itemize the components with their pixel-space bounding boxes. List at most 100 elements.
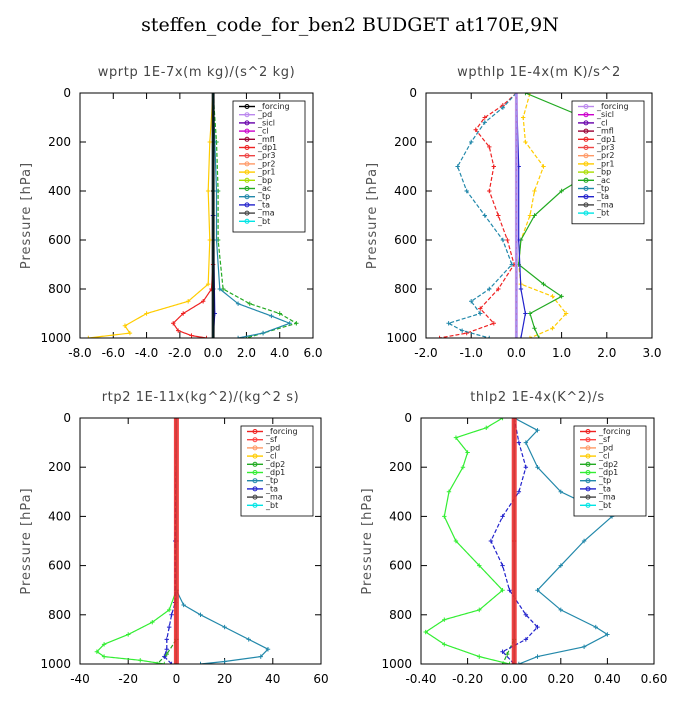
series-marker	[477, 654, 482, 659]
series-marker	[532, 326, 537, 331]
series-marker	[523, 139, 528, 145]
series-marker	[265, 647, 271, 652]
series-marker	[469, 139, 474, 145]
x-tick-label: -6.0	[102, 346, 125, 360]
x-tick-label: 2.0	[237, 346, 256, 360]
legend-label: _pr2	[596, 151, 614, 160]
y-tick-label: 400	[394, 184, 417, 198]
series-marker	[214, 237, 219, 243]
series-marker	[478, 306, 483, 311]
legend-marker	[244, 194, 250, 200]
legend-label: _pr2	[257, 159, 275, 168]
series-marker	[204, 335, 209, 338]
legend-marker	[583, 128, 589, 134]
series-marker	[527, 213, 533, 218]
plot-frame	[79, 417, 322, 665]
series-marker	[164, 637, 169, 642]
legend-marker	[244, 218, 250, 224]
x-tick-label: -4.0	[135, 346, 158, 360]
series-marker	[258, 654, 263, 659]
series-marker	[487, 286, 492, 292]
series-line-dp1	[95, 418, 177, 664]
legend-label: _tp	[598, 476, 611, 485]
series-marker	[164, 647, 169, 652]
series-marker	[446, 321, 451, 326]
x-tick-label: 0.00	[501, 672, 528, 686]
series-marker	[127, 330, 133, 336]
y-tick-label: 400	[48, 509, 71, 523]
legend-label: _pr3	[596, 143, 614, 152]
series-marker	[523, 612, 529, 617]
legend-label: _bt	[257, 217, 270, 226]
series-marker	[532, 188, 537, 194]
legend-marker	[585, 461, 591, 467]
legend-label: _dp1	[598, 468, 618, 477]
series-marker	[507, 588, 512, 593]
y-tick-label: 200	[48, 460, 71, 474]
series-marker	[446, 489, 452, 494]
legend-label: _ma	[596, 200, 614, 209]
legend-marker	[585, 470, 591, 475]
legend-marker	[244, 120, 250, 126]
legend-label: _dp1	[265, 468, 285, 477]
legend-label: _bt	[596, 209, 609, 218]
series-marker	[550, 294, 555, 299]
legend-marker	[252, 437, 258, 443]
series-marker	[169, 612, 174, 617]
legend-label: _tp	[265, 476, 278, 485]
series-marker	[484, 425, 489, 431]
series-marker	[207, 237, 213, 243]
series-marker	[181, 602, 186, 608]
series-marker	[455, 164, 460, 169]
series-marker	[247, 301, 252, 306]
legend-label: _bt	[598, 501, 611, 510]
series-marker	[523, 440, 529, 445]
series-marker	[605, 632, 610, 637]
legend-marker	[244, 145, 250, 150]
series-marker	[465, 450, 470, 455]
series-marker	[523, 637, 529, 642]
legend-label: _forcing	[265, 427, 298, 436]
series-marker	[162, 661, 167, 664]
series-marker	[500, 418, 505, 421]
series-marker	[558, 563, 563, 568]
legend-label: _sf	[265, 435, 277, 444]
series-marker	[518, 335, 524, 338]
legend-label: _forcing	[257, 102, 290, 111]
panel-title: wprtp 1E-7x(m kg)/(s^2 kg)	[98, 65, 296, 80]
series-marker	[294, 321, 299, 326]
series-marker	[482, 120, 487, 125]
legend-label: _tp	[257, 192, 270, 201]
x-tick-label: 0.20	[547, 672, 574, 686]
y-tick-label: 1000	[386, 331, 417, 345]
series-marker	[523, 93, 528, 96]
legend-marker	[585, 502, 591, 508]
series-marker	[500, 563, 505, 568]
x-tick-label: 60	[313, 672, 328, 686]
legend-marker	[244, 186, 250, 191]
series-marker	[523, 465, 529, 470]
legend-label: _ta	[265, 484, 278, 493]
series-marker	[260, 330, 266, 336]
series-marker	[217, 286, 222, 292]
series-marker	[581, 538, 587, 544]
legend-marker	[252, 502, 258, 508]
x-tick-label: 2.0	[597, 346, 616, 360]
legend-label: _ac	[596, 176, 610, 185]
legend-label: _dp1	[596, 135, 616, 144]
series-marker	[535, 428, 540, 433]
series-line-ac	[212, 93, 298, 338]
y-tick-label: 0	[409, 86, 417, 100]
series-marker	[559, 294, 564, 299]
series-marker	[126, 632, 131, 637]
series-marker	[488, 538, 494, 544]
series-marker	[235, 335, 241, 338]
series-marker	[189, 333, 194, 338]
series-marker	[464, 188, 469, 194]
series-marker	[453, 435, 459, 440]
y-tick-label: 800	[48, 608, 71, 622]
series-marker	[520, 115, 526, 120]
series-marker	[423, 629, 428, 635]
